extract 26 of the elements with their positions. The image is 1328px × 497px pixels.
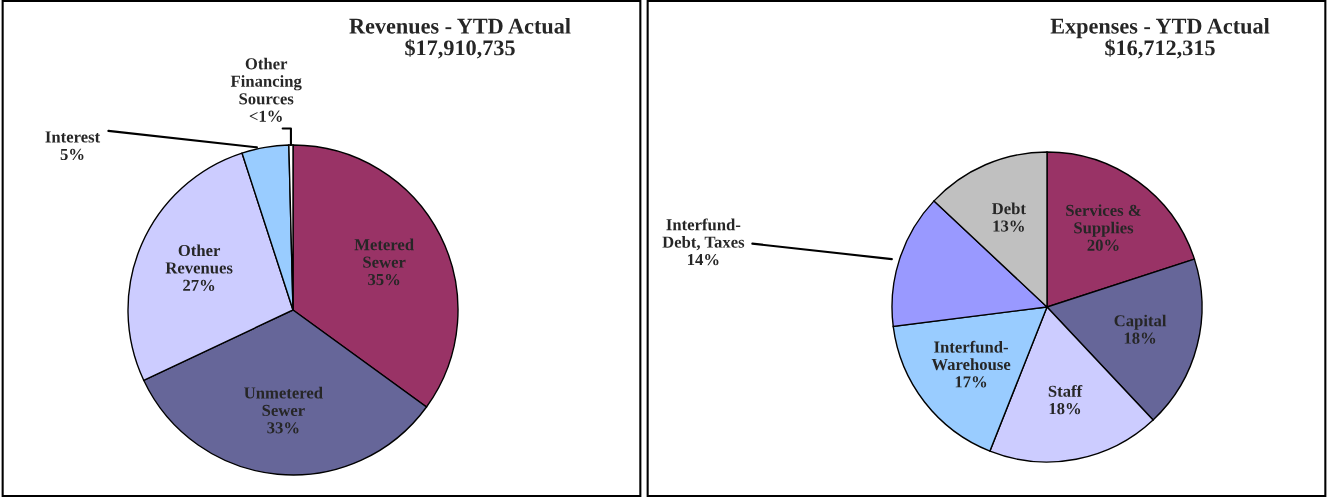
data-label: <1% [249,110,282,122]
data-label: 5% [60,148,84,161]
data-label: 18% [1124,332,1156,344]
data-label: 20% [1087,239,1119,251]
data-label: 35% [368,273,400,286]
slice-label: Interfund- Warehouse [931,340,1011,371]
slice-label: Debt [992,202,1026,215]
slice-label: Services & Supplies [1066,204,1141,237]
slice-label: Staff [1048,384,1083,397]
data-label: 27% [183,279,215,292]
chart-title: Expenses - YTD Actual [1050,18,1270,39]
data-label: 14% [688,253,719,266]
slice-label: Unmetered Sewer [244,386,323,417]
chart-subtitle: $17,910,735 [405,39,515,59]
data-label: 13% [993,220,1024,232]
slice-label: Interfund- Debt, Taxes [662,218,745,251]
slice-label: Interest [45,131,101,143]
chart-subtitle: $16,712,315 [1105,39,1215,59]
data-label: 33% [267,422,299,434]
slice-label: Other Revenues [165,244,233,274]
slice-label: Capital [1114,314,1167,330]
chart-title: Revenues - YTD Actual [349,18,571,34]
slice-label: Other Financing Sources [230,57,302,105]
data-label: 17% [955,376,987,388]
slice-label: Metered Sewer [354,238,414,268]
data-label: 18% [1049,403,1081,415]
